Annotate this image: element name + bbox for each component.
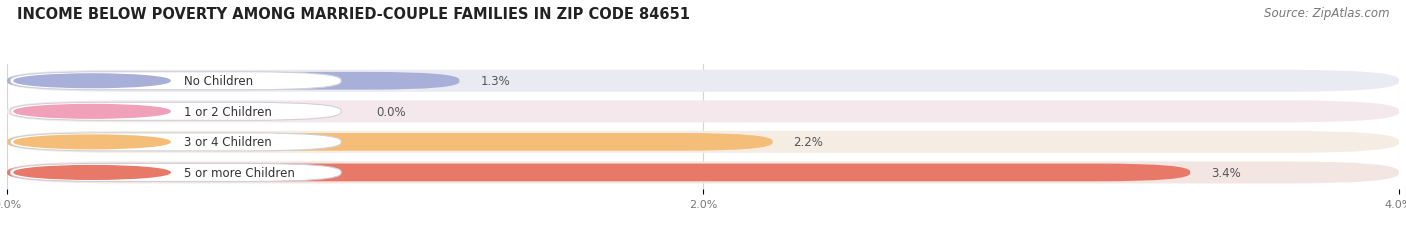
FancyBboxPatch shape: [7, 164, 1191, 182]
FancyBboxPatch shape: [10, 73, 342, 90]
FancyBboxPatch shape: [10, 103, 342, 121]
Circle shape: [14, 166, 170, 179]
Text: 1 or 2 Children: 1 or 2 Children: [184, 105, 271, 118]
Text: 2.2%: 2.2%: [793, 136, 824, 149]
Text: Source: ZipAtlas.com: Source: ZipAtlas.com: [1264, 7, 1389, 20]
Text: 3.4%: 3.4%: [1211, 166, 1241, 179]
FancyBboxPatch shape: [10, 164, 342, 182]
Text: No Children: No Children: [184, 75, 253, 88]
FancyBboxPatch shape: [7, 162, 1399, 184]
Circle shape: [14, 135, 170, 149]
Text: 3 or 4 Children: 3 or 4 Children: [184, 136, 271, 149]
FancyBboxPatch shape: [7, 134, 773, 151]
FancyBboxPatch shape: [7, 101, 1399, 123]
Circle shape: [14, 105, 170, 119]
Text: INCOME BELOW POVERTY AMONG MARRIED-COUPLE FAMILIES IN ZIP CODE 84651: INCOME BELOW POVERTY AMONG MARRIED-COUPL…: [17, 7, 690, 22]
Text: 5 or more Children: 5 or more Children: [184, 166, 295, 179]
FancyBboxPatch shape: [7, 73, 460, 90]
FancyBboxPatch shape: [10, 133, 342, 151]
Text: 0.0%: 0.0%: [375, 105, 405, 118]
Text: 1.3%: 1.3%: [481, 75, 510, 88]
FancyBboxPatch shape: [7, 70, 1399, 92]
FancyBboxPatch shape: [7, 131, 1399, 153]
Circle shape: [14, 75, 170, 88]
